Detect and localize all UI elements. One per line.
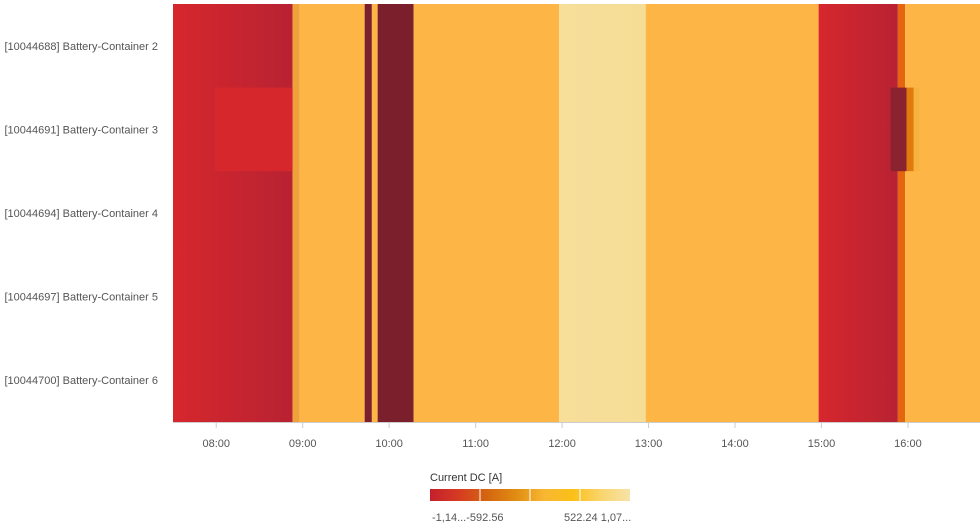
- heatmap-segment-0[interactable]: [173, 4, 293, 422]
- heatmap-segment-6[interactable]: [413, 4, 560, 422]
- x-tick-label-6: 14:00: [721, 438, 749, 450]
- x-tick-label-7: 15:00: [808, 438, 836, 450]
- heatmap-segment-5[interactable]: [377, 4, 414, 422]
- heatmap-segment-8[interactable]: [645, 4, 819, 422]
- heatmap-segment-3[interactable]: [364, 4, 372, 422]
- row-label-4: [10044700] Battery-Container 6: [5, 375, 159, 387]
- heatmap-area: [173, 4, 980, 422]
- x-tick-label-1: 09:00: [289, 438, 317, 450]
- legend-label-max: 522.24 1,07...: [564, 512, 631, 524]
- color-legend: Current DC [A] -1,14...-592.56 522.24 1,…: [430, 472, 631, 524]
- heatmap-segment-7[interactable]: [559, 4, 646, 422]
- x-tick-label-8: 16:00: [894, 438, 922, 450]
- row-label-2: [10044694] Battery-Container 4: [5, 208, 159, 220]
- heatmap-cell-override-0[interactable]: [214, 87, 293, 172]
- heatmap-segment-4[interactable]: [371, 4, 378, 422]
- heatmap-segment-9[interactable]: [818, 4, 898, 422]
- heatmap-segment-1[interactable]: [292, 4, 300, 422]
- row-label-1: [10044691] Battery-Container 3: [5, 124, 159, 136]
- heatmap-segment-2[interactable]: [299, 4, 365, 422]
- x-tick-label-4: 12:00: [548, 438, 576, 450]
- heatmap-cell-override-2[interactable]: [906, 87, 914, 172]
- row-labels: [10044688] Battery-Container 2 [10044691]…: [5, 41, 159, 387]
- heatmap-cell-override-3[interactable]: [913, 87, 920, 172]
- x-tick-label-0: 08:00: [202, 438, 230, 450]
- heatmap-segment-10[interactable]: [897, 4, 906, 422]
- x-tick-label-3: 11:00: [462, 438, 489, 450]
- heatmap-cell-override-1[interactable]: [890, 87, 907, 172]
- row-label-0: [10044688] Battery-Container 2: [5, 41, 159, 53]
- heatmap-segment-11[interactable]: [905, 4, 980, 422]
- row-label-3: [10044697] Battery-Container 5: [5, 292, 159, 304]
- x-axis: 08:00 09:00 10:00 11:00 12:00 13:00 14:00 15:00…: [173, 422, 980, 450]
- legend-title: Current DC [A]: [430, 472, 502, 484]
- legend-label-min: -1,14...-592.56: [432, 512, 504, 524]
- x-tick-label-5: 13:00: [635, 438, 663, 450]
- x-tick-label-2: 10:00: [375, 438, 403, 450]
